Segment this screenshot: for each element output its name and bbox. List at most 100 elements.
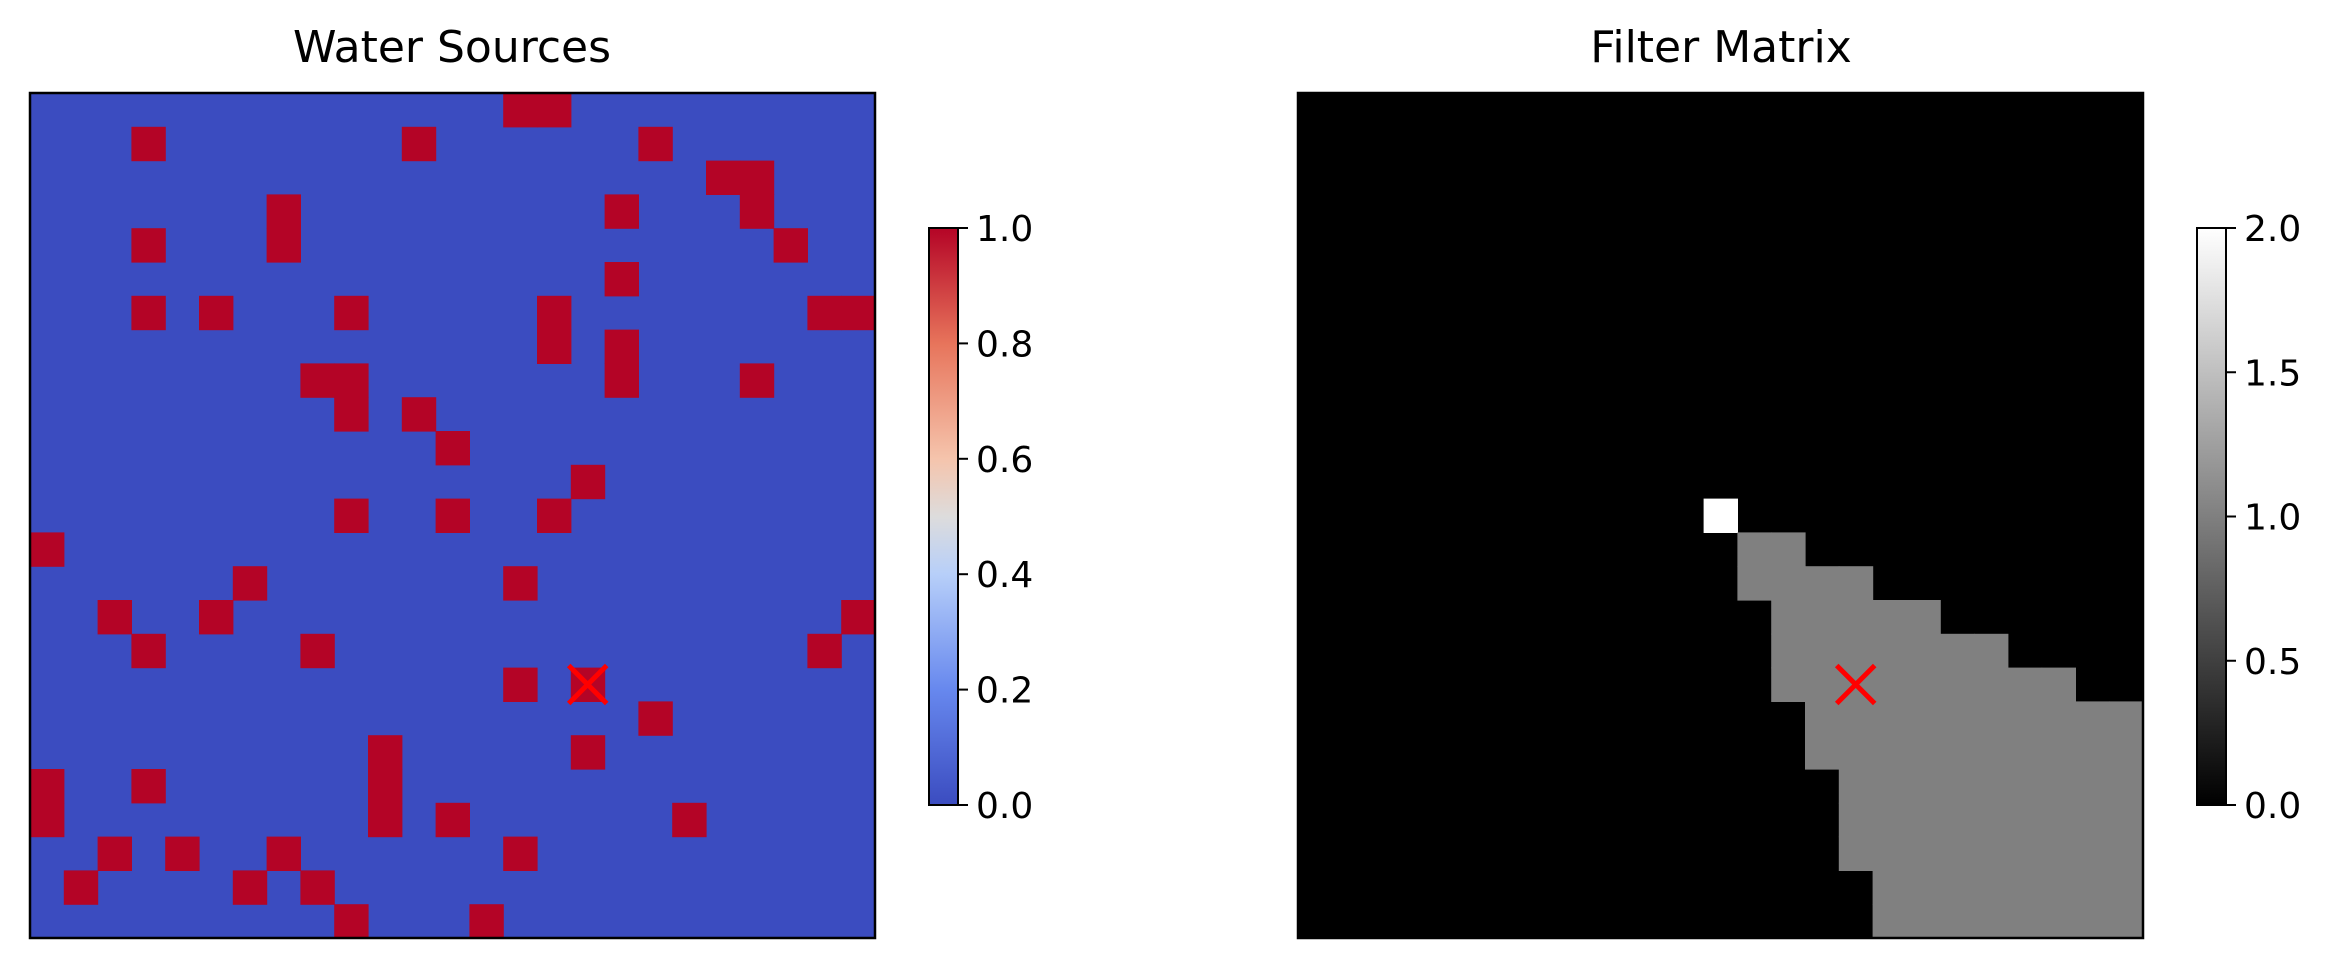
heatmap-cell <box>1940 769 1975 804</box>
heatmap-cell <box>1940 735 1975 770</box>
heatmap-cell <box>1940 667 1975 702</box>
heatmap-cell <box>1771 566 1806 601</box>
heatmap-cell <box>503 667 538 702</box>
filter-matrix-title: Filter Matrix <box>1590 22 1852 73</box>
heatmap-cell <box>2041 904 2076 939</box>
heatmap-cell <box>503 93 538 128</box>
colorbar-tick-label: 0.6 <box>976 440 1033 481</box>
heatmap-cell <box>2041 870 2076 905</box>
heatmap-cell <box>2007 769 2043 804</box>
heatmap-cell <box>1974 836 2009 871</box>
heatmap-cell <box>1771 667 1806 702</box>
heatmap-cell <box>1838 735 1874 770</box>
heatmap-cell <box>300 363 335 398</box>
heatmap-cell <box>570 464 606 500</box>
heatmap-cell <box>1838 836 1874 871</box>
heatmap-cell <box>604 363 639 398</box>
marker-x-stroke <box>1834 663 1877 706</box>
heatmap-cell <box>2109 701 2144 736</box>
heatmap-cell <box>1838 600 1874 635</box>
heatmap-cell <box>2041 735 2076 770</box>
heatmap-cell <box>1805 633 1840 669</box>
heatmap-cell <box>300 633 335 669</box>
heatmap-cell <box>2007 735 2043 770</box>
heatmap-cell <box>604 194 639 229</box>
heatmap-cell <box>2075 735 2110 770</box>
heatmap-cell <box>1872 904 1907 939</box>
heatmap-cell <box>1872 600 1907 635</box>
heatmap-cell <box>1906 600 1941 635</box>
colorbar-tick-label: 1.0 <box>976 209 1033 250</box>
heatmap-cell <box>2007 904 2043 939</box>
heatmap-cell <box>2041 701 2076 736</box>
heatmap-cell <box>1805 566 1840 601</box>
heatmap-cell <box>334 904 369 939</box>
heatmap-cell <box>1872 735 1907 770</box>
heatmap-cell <box>368 802 403 838</box>
heatmap-cell <box>2109 870 2144 905</box>
heatmap-cell <box>1906 667 1941 702</box>
filter-matrix-frame <box>1296 91 2145 940</box>
heatmap-cell <box>1906 769 1941 804</box>
heatmap-cell <box>131 126 166 162</box>
heatmap-cell <box>841 295 876 331</box>
heatmap-cell <box>2075 769 2110 804</box>
heatmap-cell <box>773 228 808 263</box>
heatmap-cell <box>165 836 200 871</box>
heatmap-cell <box>1974 701 2009 736</box>
heatmap-cell <box>841 600 876 635</box>
heatmap-cell <box>1872 870 1907 905</box>
heatmap-cell <box>2109 802 2144 838</box>
heatmap-cell <box>570 735 606 770</box>
heatmap-cell <box>2075 904 2110 939</box>
heatmap-cell <box>368 735 403 770</box>
heatmap-cell <box>503 836 538 871</box>
heatmap-cell <box>435 431 470 466</box>
heatmap-cell <box>334 397 369 432</box>
heatmap-cell <box>131 228 166 263</box>
heatmap-cell <box>537 329 572 364</box>
colorbar-tick-label: 0.4 <box>976 555 1033 596</box>
heatmap-cell <box>1974 667 2009 702</box>
heatmap-cell <box>1771 600 1806 635</box>
heatmap-cell <box>1872 769 1907 804</box>
heatmap-cell <box>1974 633 2009 669</box>
heatmap-cell <box>1838 566 1874 601</box>
heatmap-cell <box>334 295 369 331</box>
heatmap-cell <box>2007 870 2043 905</box>
heatmap-cell <box>1974 904 2009 939</box>
heatmap-cell <box>2075 870 2110 905</box>
heatmap-cell <box>199 295 234 331</box>
filter-matrix-colorbar: 0.0 0.5 1.0 1.5 2.0 <box>2196 209 2301 827</box>
heatmap-cell <box>739 160 775 195</box>
heatmap-cell <box>537 295 572 331</box>
heatmap-cell <box>1838 633 1874 669</box>
heatmap-cell <box>1974 870 2009 905</box>
marker-x-stroke <box>566 663 609 706</box>
heatmap-cell <box>1872 667 1907 702</box>
heatmap-cell <box>1906 633 1941 669</box>
heatmap-cell <box>1940 633 1975 669</box>
heatmap-cell <box>1872 701 1907 736</box>
heatmap-cell <box>232 870 268 905</box>
heatmap-cell <box>1838 701 1874 736</box>
heatmap-cell <box>2075 836 2110 871</box>
heatmap-cell <box>1838 769 1874 804</box>
heatmap-cell <box>131 769 166 804</box>
heatmap-cell <box>739 363 775 398</box>
heatmap-cell <box>672 802 707 838</box>
heatmap-cell <box>1737 532 1772 567</box>
heatmap-cell <box>97 836 132 871</box>
water-sources-title: Water Sources <box>293 22 611 73</box>
heatmap-cell <box>1906 735 1941 770</box>
heatmap-cell <box>2109 735 2144 770</box>
water-sources-marker <box>566 663 609 706</box>
heatmap-cell <box>1940 802 1975 838</box>
heatmap-cell <box>199 600 234 635</box>
heatmap-cell <box>2041 769 2076 804</box>
heatmap-cell <box>503 566 538 601</box>
heatmap-cell <box>2007 701 2043 736</box>
heatmap-cell <box>1906 836 1941 871</box>
colorbar-tick-label: 0.0 <box>976 786 1033 827</box>
heatmap-cell <box>537 93 572 128</box>
